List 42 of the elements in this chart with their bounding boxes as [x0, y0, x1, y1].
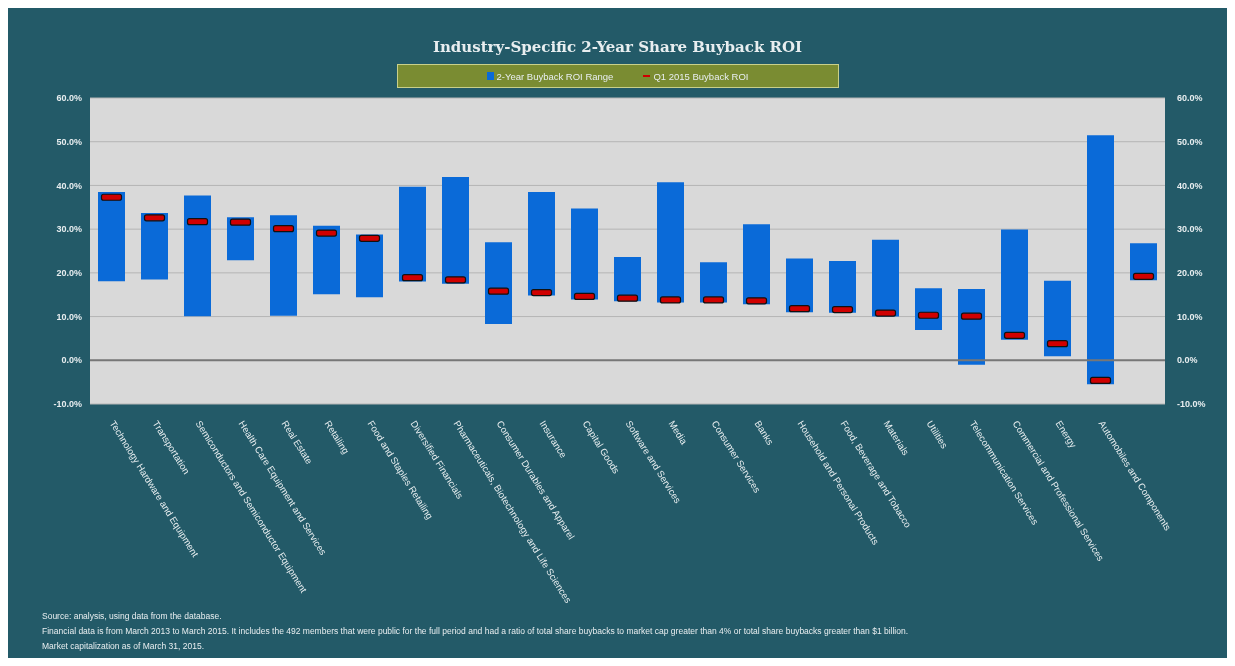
bar — [829, 261, 856, 313]
bar — [571, 208, 598, 300]
y-tick-label: 50.0% — [56, 136, 82, 147]
y2-tick-label: 60.0% — [1177, 93, 1203, 104]
bar — [1001, 229, 1028, 340]
bar — [270, 215, 297, 316]
y-tick-label: -10.0% — [53, 399, 82, 410]
bar — [786, 258, 813, 313]
y-tick-label: 30.0% — [56, 224, 82, 235]
bar — [528, 191, 555, 296]
y2-tick-label: 40.0% — [1177, 180, 1203, 191]
bar — [743, 224, 770, 305]
y-tick-label: 40.0% — [56, 180, 82, 191]
bar — [184, 195, 211, 317]
y-tick-label: 10.0% — [56, 311, 82, 322]
bar — [485, 242, 512, 324]
y2-tick-label: -10.0% — [1177, 399, 1206, 410]
y2-tick-label: 0.0% — [1177, 355, 1198, 366]
bar — [141, 212, 168, 280]
bar — [399, 186, 426, 282]
y2-tick-label: 20.0% — [1177, 268, 1203, 279]
y2-tick-label: 10.0% — [1177, 311, 1203, 322]
bar — [442, 177, 469, 284]
bar — [313, 225, 340, 295]
bar — [356, 234, 383, 298]
y-tick-label: 60.0% — [56, 93, 82, 104]
legend-label: 2-Year Buyback ROI Range — [495, 70, 614, 82]
y-tick-label: 20.0% — [56, 268, 82, 279]
text: Market capitalization as of March 31, 2015. — [42, 640, 206, 653]
bar — [1087, 135, 1114, 385]
bar — [958, 289, 985, 365]
bar — [657, 182, 684, 303]
legend-label: Q1 2015 Buyback ROI — [652, 70, 749, 82]
y2-tick-label: 50.0% — [1177, 136, 1203, 147]
bar — [98, 191, 125, 282]
y2-tick-label: 30.0% — [1177, 224, 1203, 235]
bar — [872, 239, 899, 317]
source-note: Source: analysis, using data from the database. — [42, 610, 223, 623]
y-tick-label: 0.0% — [61, 355, 82, 366]
bar — [1044, 280, 1071, 357]
text: Financial data is from March 2013 to March 2015. It includes the 492 members that were public for the full period and had a ratio of total share buybacks to market cap greater than 4% or total share buybacks greater than $1 billion. — [42, 625, 909, 638]
chart-title: Industry-Specific 2-Year Share Buyback ROI — [431, 37, 804, 56]
